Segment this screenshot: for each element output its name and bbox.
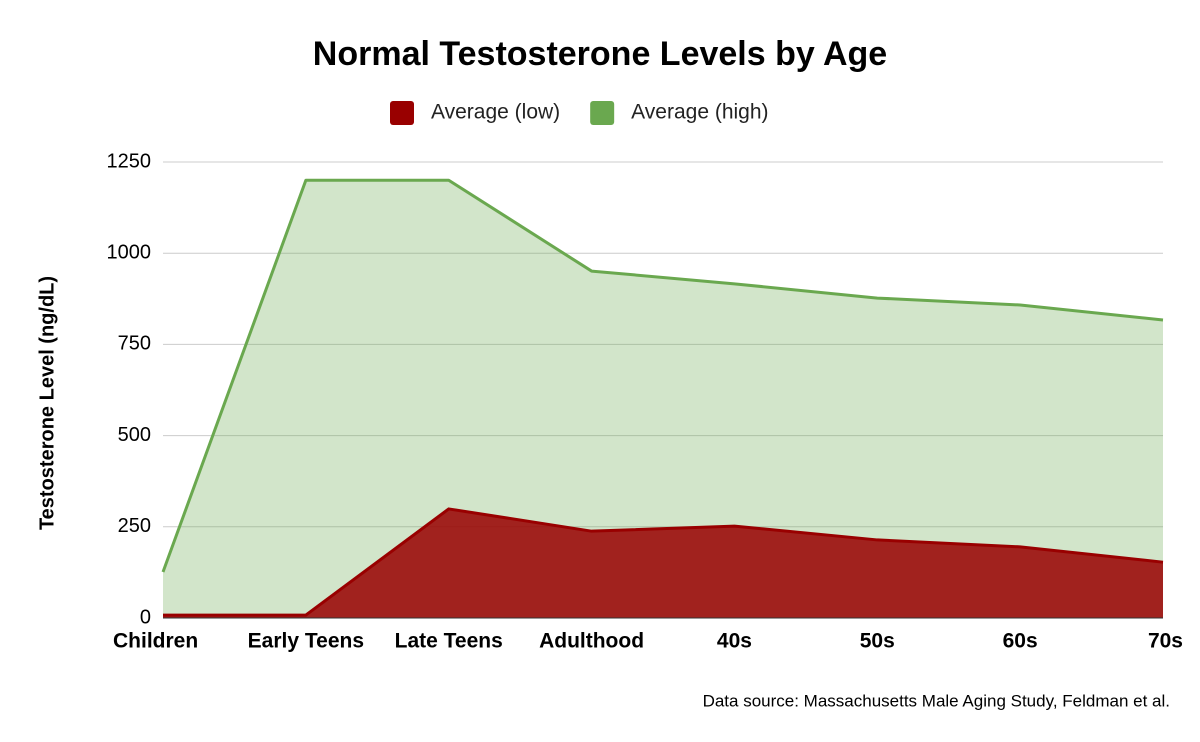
legend-swatch [590, 101, 615, 125]
y-tick-label: 750 [118, 333, 151, 355]
y-tick-label: 1000 [107, 241, 152, 263]
legend-label: Average (high) [631, 101, 768, 124]
x-tick-label: Children [113, 630, 198, 653]
x-tick-label: 70s [1148, 630, 1183, 653]
x-tick-label: 60s [1003, 630, 1038, 653]
y-tick-label: 250 [118, 515, 151, 537]
x-tick-label: Early Teens [248, 630, 364, 653]
x-tick-label: 50s [860, 630, 895, 653]
chart-title: Normal Testosterone Levels by Age [313, 35, 887, 73]
source-note: Data source: Massachusetts Male Aging St… [703, 691, 1170, 710]
x-tick-label: 40s [717, 630, 752, 653]
y-axis-label: Testosterone Level (ng/dL) [36, 276, 58, 530]
legend-swatch [390, 101, 414, 125]
legend-label: Average (low) [431, 101, 560, 124]
y-tick-label: 0 [140, 606, 151, 628]
area-line [163, 507, 1164, 617]
area-line [161, 178, 1164, 573]
x-tick-label: Late Teens [395, 630, 503, 653]
area-fill [163, 180, 1163, 619]
y-tick-label: 1250 [107, 150, 152, 172]
x-tick-label: Adulthood [539, 630, 644, 653]
y-tick-label: 500 [118, 424, 151, 446]
